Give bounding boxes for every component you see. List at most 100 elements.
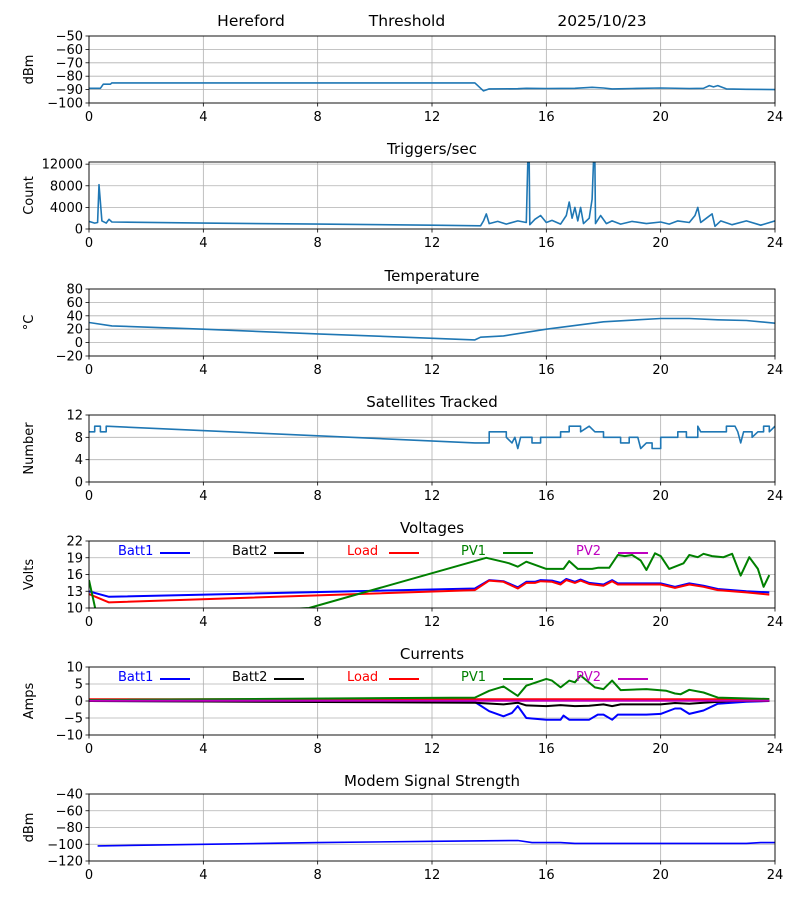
legend-label-batt1: Batt1 bbox=[118, 544, 153, 559]
series-line-satellites bbox=[89, 425, 775, 450]
y-tick-label: 13 bbox=[66, 585, 83, 600]
x-tick-label: 20 bbox=[652, 110, 669, 125]
series-line-pv1 bbox=[89, 552, 771, 608]
y-tick-label: 40 bbox=[66, 309, 83, 324]
y-tick-label: 8000 bbox=[50, 179, 83, 194]
x-tick-label: 0 bbox=[85, 236, 93, 251]
y-tick-label: −90 bbox=[56, 83, 83, 98]
y-tick-label: −20 bbox=[56, 350, 83, 365]
y-tick-label: 4 bbox=[75, 453, 83, 468]
x-tick-label: 4 bbox=[199, 489, 207, 504]
y-tick-label: −50 bbox=[56, 30, 83, 45]
x-tick-label: 12 bbox=[424, 868, 441, 883]
x-tick-label: 12 bbox=[424, 236, 441, 251]
series-line-batt2 bbox=[89, 700, 770, 708]
axes-frame bbox=[88, 414, 776, 483]
series-line-pv1 bbox=[89, 674, 770, 701]
legend-label-pv1: PV1 bbox=[461, 544, 486, 559]
y-tick-label: −60 bbox=[56, 804, 83, 819]
axes-frame bbox=[88, 35, 776, 104]
subplot-title: Voltages bbox=[400, 519, 464, 537]
legend-label-pv1: PV1 bbox=[461, 670, 486, 685]
y-tick-label: 60 bbox=[66, 296, 83, 311]
x-tick-label: 0 bbox=[85, 363, 93, 378]
legend-label-batt2: Batt2 bbox=[232, 544, 267, 559]
x-tick-label: 16 bbox=[538, 363, 555, 378]
x-tick-label: 12 bbox=[424, 363, 441, 378]
series-line-threshold bbox=[89, 82, 775, 92]
legend-label-batt1: Batt1 bbox=[118, 670, 153, 685]
y-tick-label: 4000 bbox=[50, 201, 83, 216]
x-tick-label: 24 bbox=[767, 868, 784, 883]
y-tick-label: 12000 bbox=[42, 158, 83, 173]
x-tick-label: 0 bbox=[85, 742, 93, 757]
axes-frame bbox=[88, 161, 776, 230]
y-tick-label: 22 bbox=[66, 535, 83, 550]
subplot-1: 0 4 8 12 16 20 24 −100−90−80−70−60−50 dBm bbox=[22, 30, 783, 126]
x-tick-label: 20 bbox=[652, 363, 669, 378]
y-tick-label: 5 bbox=[75, 678, 83, 693]
y-tick-label: −10 bbox=[56, 729, 83, 744]
y-tick-label: −40 bbox=[56, 788, 83, 803]
y-axis-label: Count bbox=[22, 176, 37, 215]
y-axis-label: Amps bbox=[22, 682, 37, 719]
y-axis-label: Number bbox=[22, 422, 37, 475]
series-line-load bbox=[89, 579, 770, 604]
y-axis-label: Volts bbox=[22, 559, 37, 591]
y-tick-label: −70 bbox=[56, 56, 83, 71]
x-tick-label: 12 bbox=[424, 110, 441, 125]
subplot-title: Triggers/sec bbox=[386, 140, 477, 158]
x-tick-label: 0 bbox=[85, 110, 93, 125]
x-tick-label: 20 bbox=[652, 742, 669, 757]
x-tick-label: 24 bbox=[767, 110, 784, 125]
legend-label-pv2: PV2 bbox=[576, 670, 601, 685]
series-line-batt1 bbox=[89, 578, 770, 598]
x-tick-label: 16 bbox=[538, 110, 555, 125]
y-tick-label: −80 bbox=[56, 821, 83, 836]
x-tick-label: 4 bbox=[199, 615, 207, 630]
y-tick-label: 10 bbox=[66, 661, 83, 676]
y-axis-label: °C bbox=[22, 315, 37, 331]
x-tick-label: 12 bbox=[424, 489, 441, 504]
y-tick-label: 12 bbox=[66, 409, 83, 424]
x-tick-label: 16 bbox=[538, 615, 555, 630]
series-line-triggers bbox=[89, 162, 775, 228]
x-tick-label: 24 bbox=[767, 742, 784, 757]
y-tick-label: 0 bbox=[75, 223, 83, 238]
y-tick-label: −80 bbox=[56, 70, 83, 85]
legend-label-load: Load bbox=[347, 670, 378, 685]
subplot-7: 0 4 8 12 16 20 24 −120 −100 −80 −60−40 Modem Signal… bbox=[22, 772, 783, 883]
subplot-2: 0 4 8 12 16 20 24 0 4000 8000 12000 Triggers/sec Cou… bbox=[22, 140, 783, 251]
y-tick-label: 20 bbox=[66, 323, 83, 338]
subplot-title: Modem Signal Strength bbox=[344, 772, 520, 790]
x-tick-label: 8 bbox=[314, 742, 322, 757]
x-tick-label: 16 bbox=[538, 868, 555, 883]
y-tick-label: −100 bbox=[47, 838, 83, 853]
axes-frame bbox=[88, 666, 776, 736]
y-tick-label: −120 bbox=[47, 855, 83, 870]
y-tick-label: 10 bbox=[66, 602, 83, 617]
y-tick-label: 16 bbox=[66, 568, 83, 583]
x-tick-label: 8 bbox=[314, 110, 322, 125]
axes-frame bbox=[88, 288, 776, 357]
x-tick-label: 8 bbox=[314, 363, 322, 378]
x-tick-label: 4 bbox=[199, 868, 207, 883]
x-tick-label: 8 bbox=[314, 615, 322, 630]
x-tick-label: 4 bbox=[199, 110, 207, 125]
y-tick-label: −100 bbox=[47, 97, 83, 112]
x-tick-label: 16 bbox=[538, 489, 555, 504]
axes-frame bbox=[88, 540, 776, 609]
y-tick-label: −60 bbox=[56, 43, 83, 58]
x-tick-label: 8 bbox=[314, 868, 322, 883]
y-tick-label: 19 bbox=[66, 551, 83, 566]
y-tick-label: −5 bbox=[64, 712, 83, 727]
x-tick-label: 16 bbox=[538, 236, 555, 251]
x-tick-label: 20 bbox=[652, 615, 669, 630]
x-tick-label: 8 bbox=[314, 236, 322, 251]
x-tick-label: 8 bbox=[314, 489, 322, 504]
